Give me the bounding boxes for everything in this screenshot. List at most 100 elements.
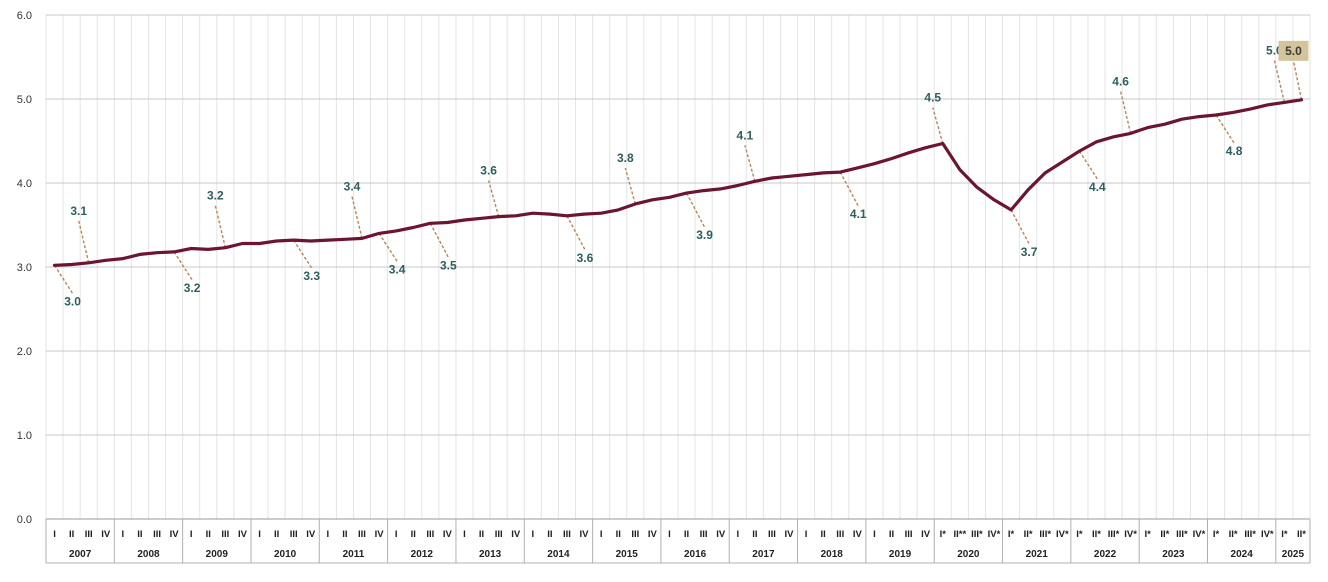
data-label: 3.2 [184,281,201,295]
y-tick-label: 0.0 [17,514,32,526]
x-quarter-label: I* [1213,529,1220,540]
x-year-label: 2024 [1231,549,1254,560]
x-quarter-label: III [290,529,298,540]
x-quarter-label: III [358,529,366,540]
x-quarter-label: IV [853,529,863,540]
x-quarter-label: III [700,529,708,540]
x-quarter-label: IV* [1124,529,1137,540]
x-year-label: 2019 [889,549,912,560]
x-quarter-label: III* [1176,529,1188,540]
data-label: 4.5 [924,91,941,105]
highlight-label-box [1278,40,1309,61]
x-quarter-label: I [600,529,603,540]
leader-line [839,171,859,207]
x-quarter-label: II [889,529,894,540]
x-quarter-label: I* [1076,529,1083,540]
x-year-label: 2018 [821,549,844,560]
x-year-label: 2013 [479,549,502,560]
x-quarter-label: III [563,529,571,540]
leader-line [624,167,636,205]
x-quarter-label: IV* [1193,529,1206,540]
x-quarter-label: IV [511,529,521,540]
x-quarter-label: II [274,529,279,540]
y-tick-label: 6.0 [17,10,32,22]
data-label: 3.3 [303,269,320,283]
x-year-label: 2017 [752,549,775,560]
x-quarter-label: IV [375,529,385,540]
x-quarter-label: I [327,529,330,540]
data-label: 3.4 [344,179,361,193]
x-quarter-label: I [873,529,876,540]
x-quarter-label: II [342,529,347,540]
leader-line [744,145,756,182]
x-quarter-label: I* [1145,529,1152,540]
data-label: 5.0 [1285,44,1302,58]
data-label: 4.6 [1112,74,1129,88]
x-quarter-label: IV [443,529,453,540]
data-label: 3.6 [480,164,497,178]
x-quarter-label: III [221,529,229,540]
leader-line [1273,60,1286,103]
x-year-label: 2009 [206,549,229,560]
data-label: 3.5 [440,258,457,272]
series [52,98,1304,267]
leader-line [487,180,500,217]
data-label: 4.4 [1089,180,1106,194]
x-year-label: 2014 [547,549,570,560]
x-quarter-label: IV [921,529,931,540]
data-label: 4.1 [850,207,867,221]
x-year-label: 2007 [69,549,92,560]
x-quarter-label: IV* [988,529,1001,540]
leader-line [932,107,944,144]
x-quarter-label: I [531,529,534,540]
x-quarter-label: IV [785,529,795,540]
x-quarter-label: II** [953,529,966,540]
x-quarter-label: II [479,529,484,540]
x-quarter-label: IV* [1056,529,1069,540]
y-tick-label: 4.0 [17,178,32,190]
x-quarter-label: I* [940,529,947,540]
x-quarter-label: I [258,529,261,540]
data-label: 3.0 [64,294,81,308]
x-quarter-label: I* [1008,529,1015,540]
x-quarter-label: II [547,529,552,540]
leader-line [173,251,193,281]
x-quarter-label: III [85,529,93,540]
x-quarter-label: II [137,529,142,540]
x-quarter-label: I [395,529,398,540]
data-label: 3.2 [207,189,224,203]
y-tick-label: 3.0 [17,262,32,274]
x-year-label: 2023 [1162,549,1185,560]
x-quarter-label: II* [1160,529,1169,540]
x-quarter-label: IV [306,529,316,540]
x-quarter-label: IV [716,529,726,540]
leader-line [351,196,363,239]
leader-line [1292,60,1303,100]
x-quarter-label: II* [1024,529,1033,540]
data-label: 3.8 [617,151,634,165]
data-label: 3.9 [696,228,713,242]
x-year-label: 2025 [1282,549,1305,560]
x-quarter-label: III [905,529,913,540]
leader-lines [53,60,1303,294]
x-quarter-label: II* [1297,529,1306,540]
leader-line [685,192,706,228]
data-label: 4.1 [737,128,754,142]
leader-line [78,220,90,263]
x-quarter-label: I [805,529,808,540]
x-quarter-label: II [752,529,757,540]
x-quarter-label: IV [648,529,658,540]
data-label: 3.7 [1021,245,1038,259]
data-label: 4.8 [1226,144,1243,158]
x-quarter-label: III* [1039,529,1051,540]
x-quarter-label: I [668,529,671,540]
x-year-label: 2012 [411,549,434,560]
x-quarter-label: III [153,529,161,540]
data-label: 3.1 [70,204,87,218]
x-quarter-label: III [495,529,503,540]
y-tick-label: 1.0 [17,430,32,442]
x-year-label: 2022 [1094,549,1117,560]
x-quarter-label: II* [1092,529,1101,540]
x-quarter-label: III [836,529,844,540]
